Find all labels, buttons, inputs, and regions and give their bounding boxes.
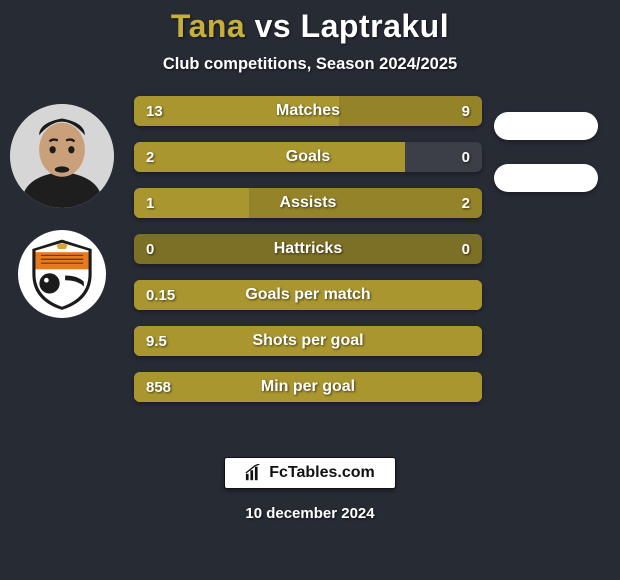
page-title: Tana vs Laptrakul [0,8,620,45]
stat-label: Matches [134,96,482,126]
stat-row: 0.15Goals per match [134,280,482,310]
stat-row: 9.5Shots per goal [134,326,482,356]
stat-label: Hattricks [134,234,482,264]
stat-label: Assists [134,188,482,218]
stat-label: Min per goal [134,372,482,402]
stat-row: 00Hattricks [134,234,482,264]
chart-bars-icon [245,464,263,482]
title-player2: Laptrakul [301,8,450,44]
logo-text: FcTables.com [269,464,375,482]
right-pills [486,96,614,216]
player1-avatar [10,104,114,208]
player2-club-badge [18,230,106,318]
date: 10 december 2024 [245,505,374,522]
fctables-logo: FcTables.com [224,457,396,489]
stat-row: 139Matches [134,96,482,126]
stat-row: 12Assists [134,188,482,218]
team-pill [494,112,598,140]
stat-row: 20Goals [134,142,482,172]
subtitle: Club competitions, Season 2024/2025 [163,55,457,73]
team-pill [494,164,598,192]
stats-bars: 139Matches 20Goals 12Assists 00Hattricks 0.1… [134,96,486,418]
title-vs: vs [255,8,292,44]
stat-row: 858Min per goal [134,372,482,402]
stat-label: Goals [134,142,482,172]
stat-label: Goals per match [134,280,482,310]
stat-label: Shots per goal [134,326,482,356]
title-player1: Tana [171,8,245,44]
